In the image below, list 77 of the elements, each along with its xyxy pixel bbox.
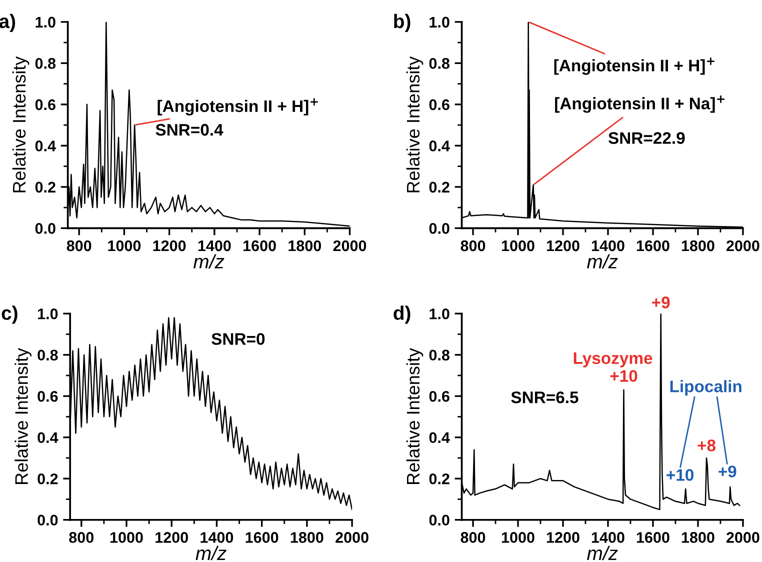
y-tick-label: 0.6 [38,390,58,402]
annotation: SNR=6.5 [511,391,578,404]
annotation: [Angiotensin II + H]$^{+}$ [158,98,318,116]
y-tick-label: 0.4 [429,432,450,444]
x-tick-label: 1800 [290,532,324,543]
annotation: +9 [718,466,736,478]
annotation: +8 [698,440,716,452]
annotation: Lipocalin [670,380,742,396]
x-tick-label: 1600 [244,240,276,252]
x-tick-label: 800 [460,240,486,252]
x-tick-label: 800 [460,532,486,543]
annotation: [Angiotensin II + H]$^{+}$ [554,58,714,75]
x-tick-label: 1000 [110,532,143,543]
y-tick-label: 0.2 [38,473,58,484]
y-axis-title: Relative Intensity [12,56,30,192]
x-tick-label: 1200 [546,532,580,543]
y-axis-title: Relative Intensity [406,348,424,484]
y-tick-label: 0.4 [38,432,58,444]
y-tick-label: 0.0 [429,223,450,234]
y-tick-label: 0.4 [35,140,56,152]
y-tick-label: 1.0 [430,16,450,28]
y-tick-label: 0.6 [429,390,450,402]
y-axis-title: Relative Intensity [406,56,424,192]
y-tick-label: 0.4 [429,140,450,152]
x-tick-label: 1800 [682,532,714,543]
y-tick-label: 0.0 [38,514,58,526]
x-tick-label: 2000 [726,240,760,252]
x-tick-label: 1800 [682,240,714,252]
annotation: SNR=0.4 [156,124,224,136]
x-tick-label: 800 [69,532,94,543]
y-tick-label: 0.6 [429,99,450,110]
annotation: [Angiotensin II + Na]$^{+}$ [555,96,724,113]
y-tick-label: 0.6 [35,99,56,110]
x-tick-label: 1600 [636,532,670,543]
x-tick-label: 1200 [153,240,186,252]
x-tick-label: 1000 [502,532,534,543]
x-tick-label: 1800 [288,240,322,252]
y-tick-label: 0.8 [429,58,450,69]
y-tick-label: 0.2 [429,473,450,484]
y-tick-label: 1.0 [36,16,56,28]
x-axis-title: m/z [587,254,618,268]
y-tick-label: 1.0 [430,308,450,320]
chart-title: b) [394,14,410,32]
x-tick-label: 1400 [592,240,624,252]
y-tick-label: 0.2 [429,182,450,193]
y-tick-label: 0.8 [35,58,56,69]
x-tick-label: 800 [66,240,92,252]
x-axis-title: m/z [587,546,618,560]
y-tick-label: 0.2 [35,182,56,193]
x-tick-label: 2000 [726,532,760,543]
x-tick-label: 1200 [156,532,188,543]
x-tick-label: 1000 [108,240,141,252]
annotation: Lysozyme [574,352,652,368]
x-tick-label: 1600 [246,532,278,543]
annotation: +10 [666,469,694,481]
annotation: SNR=22.9 [608,132,685,144]
chart-title: c) [2,306,18,324]
x-axis-title: m/z [196,546,226,560]
y-tick-label: 0.8 [38,350,58,361]
y-tick-label: 0.0 [429,514,450,526]
y-axis-title: Relative Intensity [14,348,32,484]
x-tick-label: 1200 [546,240,580,252]
x-axis-title: m/z [193,254,224,268]
chart-title: d) [394,306,410,324]
x-tick-label: 1000 [502,240,534,252]
x-tick-label: 1600 [636,240,670,252]
y-tick-label: 0.8 [429,350,450,361]
y-tick-label: 1.0 [38,308,58,320]
annotation: +9 [652,296,670,308]
x-tick-label: 1400 [198,240,231,252]
x-tick-label: 1400 [592,532,624,543]
annotation: +10 [610,370,638,382]
x-tick-label: 2000 [333,240,366,252]
x-tick-label: 2000 [336,532,368,543]
annotation: SNR=0 [212,333,265,345]
x-tick-label: 1400 [200,532,234,543]
y-tick-label: 0.0 [35,223,56,234]
